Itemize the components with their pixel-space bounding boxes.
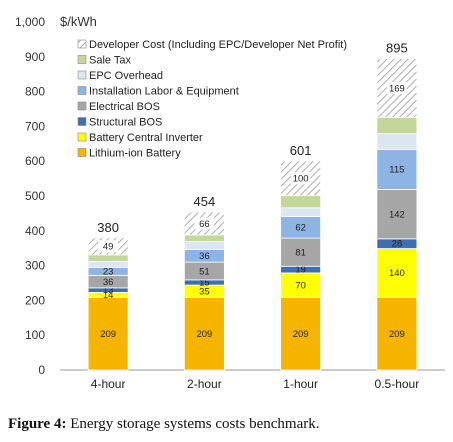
bar-total-label: 601 [290,143,312,158]
bar-segment [376,188,418,240]
legend-swatch [77,39,87,49]
y-tick-label: 700 [25,119,45,133]
bar-segment [280,207,322,217]
x-category-label: 2-hour [187,377,222,391]
data-label: 49 [103,242,114,253]
x-category-label: 0.5-hour [375,377,420,391]
y-tick-label: 600 [25,154,45,168]
y-tick-label: 500 [25,189,45,203]
legend-swatch [77,132,87,142]
data-label: 19 [295,265,306,276]
bar-segment [183,241,225,250]
data-label: 36 [103,277,114,288]
data-label: 15 [199,277,210,288]
legend-label: Lithium-ion Battery [89,148,181,160]
y-tick-label: 1,000 [15,15,45,29]
bar-segment [280,195,322,209]
data-label: 66 [199,219,210,230]
data-label: 209 [293,329,309,340]
chart-legend: Developer Cost (Including EPC/Developer … [77,39,347,160]
data-label: 115 [389,165,404,176]
bar-segment [183,234,225,242]
data-label: 169 [389,83,405,94]
data-label-background [290,172,311,185]
data-label: 13 [103,285,114,296]
legend-swatch [77,86,87,95]
data-label: 81 [295,248,306,259]
data-label: 62 [295,223,306,234]
y-tick-label: 800 [25,85,45,99]
legend-label: Sale Tax [89,55,131,67]
data-label: 209 [100,329,116,340]
data-label: 140 [389,268,405,279]
data-label: 209 [389,329,405,340]
legend-label: Structural BOS [89,117,162,129]
legend-label: Battery Central Inverter [89,132,203,144]
legend-swatch [77,70,87,80]
bar-segment [376,296,418,371]
legend-swatch [77,117,87,126]
bar-segment [87,296,129,371]
y-tick-label: 400 [25,224,45,238]
bar-segment [376,133,418,150]
x-category-label: 1-hour [283,377,318,391]
data-label: 14 [103,290,114,301]
caption-text: Energy storage systems costs benchmark. [66,416,320,432]
data-label: 23 [103,266,114,277]
stacked-bar-chart: 0 100 200 300 400 500 600 700 800 900 1,000 $/kWh 4-… [15,14,445,391]
data-label: 28 [392,239,403,250]
legend-label: EPC Overhead [89,70,163,82]
data-label: 209 [196,329,212,340]
y-unit-label: $/kWh [60,14,97,29]
bar-segment [280,272,322,298]
legend-swatch [77,55,87,64]
data-label: 35 [199,287,210,298]
figure-caption: Figure 4: Energy storage systems costs b… [8,416,448,433]
bar-segment [280,296,322,371]
caption-prefix: Figure 4: [8,416,67,432]
data-label: 51 [199,266,210,277]
data-label: 36 [199,251,210,262]
y-tick-label: 300 [25,259,45,273]
bar-total-label: 380 [97,220,119,235]
data-label: 100 [293,174,309,185]
chart-axes: 0 100 200 300 400 500 600 700 800 900 1,000 $/kWh 4-… [15,14,445,391]
y-tick-label: 100 [25,328,45,342]
legend-label: Electrical BOS [89,101,160,113]
bar-total-label: 454 [194,194,216,209]
data-label-background [98,240,119,253]
bar-total-label: 895 [386,41,408,56]
y-tick-label: 900 [25,50,45,64]
bar-segment [376,248,418,298]
bar-segment [87,254,129,262]
data-label: 70 [295,280,306,291]
legend-label: Installation Labor & Equipment [89,86,239,98]
x-category-label: 4-hour [91,377,126,391]
chart-bars: 2091413362349380209351551366645420970198… [87,41,418,371]
legend-swatch [77,148,87,157]
legend-swatch [77,101,87,111]
data-label-background [386,81,407,94]
y-tick-label: 200 [25,293,45,307]
bar-segment [183,296,225,371]
bar-segment [376,116,418,135]
bar-segment [87,261,129,268]
y-tick-label: 0 [38,363,45,377]
data-label: 142 [389,209,405,220]
bar-segment [376,148,418,190]
legend-label: Developer Cost (Including EPC/Developer … [89,39,347,51]
data-label-background [194,217,215,230]
